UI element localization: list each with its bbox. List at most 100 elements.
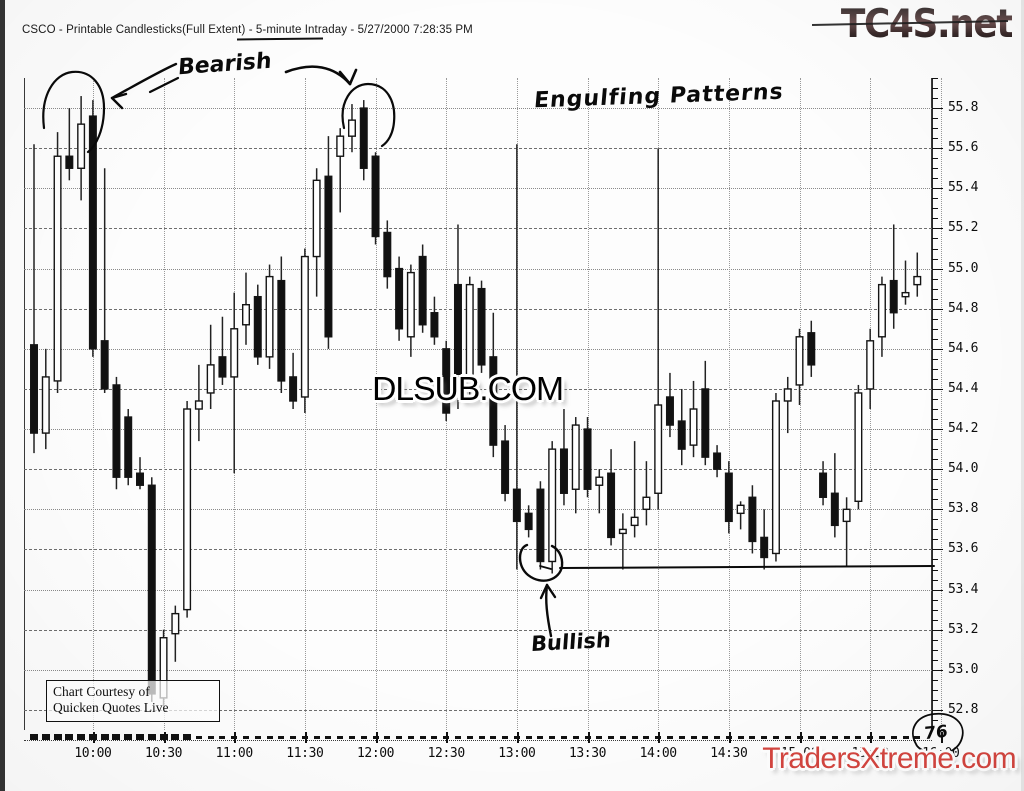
gridline-horizontal <box>24 469 932 471</box>
gridline-vertical <box>375 78 377 730</box>
gridline-horizontal <box>24 509 932 511</box>
y-axis-label: 55.2 <box>948 220 979 236</box>
y-axis-label: 53.6 <box>948 541 979 557</box>
x-axis-tick <box>596 736 603 739</box>
x-axis-label: 14:00 <box>639 746 678 761</box>
candlestick <box>701 360 710 466</box>
candle-body-up <box>736 504 745 515</box>
candle-body-down <box>677 420 686 450</box>
x-axis-tick <box>666 736 673 739</box>
x-axis-tick <box>690 736 697 739</box>
x-axis-tick <box>431 736 438 739</box>
gridline-vertical <box>587 78 589 730</box>
y-axis-minor-tick <box>932 679 938 681</box>
x-axis-tick <box>678 736 685 739</box>
x-axis-tick <box>619 736 626 739</box>
x-axis-tick <box>867 736 874 739</box>
candle-body-down <box>524 512 533 531</box>
candle-body-up <box>866 340 875 390</box>
candle-body-down <box>477 287 486 366</box>
candle-body-up <box>901 291 910 298</box>
y-axis-minor-tick <box>932 449 938 451</box>
x-axis-tick <box>655 736 662 739</box>
y-axis-minor-tick <box>932 88 938 90</box>
candlestick <box>359 100 368 181</box>
x-axis-tick <box>466 736 473 739</box>
candlestick <box>889 224 898 329</box>
x-axis-tick <box>219 736 226 739</box>
x-axis-tick <box>77 734 86 740</box>
candle-body-up <box>654 404 663 494</box>
x-axis-tick <box>407 736 414 739</box>
bearish-annotation-label: Bearish <box>177 48 273 81</box>
candlestick <box>583 417 592 498</box>
y-axis-minor-tick <box>932 459 938 461</box>
x-axis-tick <box>30 734 38 740</box>
candle-body-down <box>442 348 451 414</box>
courtesy-line-1: Chart Courtesy of <box>53 684 150 699</box>
candlestick <box>347 104 356 153</box>
y-axis-label: 55.4 <box>948 180 979 196</box>
y-axis-tick <box>932 469 943 471</box>
tradersxtreme-watermark-text: TradersXtreme.com <box>762 742 1016 775</box>
candlestick <box>866 328 875 410</box>
chart-title: CSCO - Printable Candlesticks(Full Exten… <box>22 24 473 36</box>
y-axis-minor-tick <box>932 639 938 641</box>
candle-body-down <box>30 344 39 434</box>
y-axis-minor-tick <box>932 419 938 421</box>
candle-body-up <box>771 400 780 555</box>
x-axis-tick <box>207 736 214 739</box>
x-axis-tick <box>88 734 97 740</box>
candlestick <box>830 453 839 538</box>
candlestick <box>536 481 545 570</box>
candle-body-up <box>913 275 922 286</box>
candle-body-up <box>336 135 345 157</box>
x-axis-tick <box>902 736 909 739</box>
x-axis-label: 10:30 <box>144 746 183 761</box>
candlestick <box>854 384 863 510</box>
candle-body-up <box>618 528 627 535</box>
candlestick <box>77 96 86 201</box>
y-axis: 52.8 53.0 53.2 53.4 53.6 53.8 54.0 54.2 54.4 54.6… <box>932 78 1024 730</box>
candle-body-down <box>453 283 462 394</box>
candle-body-up <box>265 275 274 358</box>
x-axis-tick <box>147 734 156 740</box>
candle-body-up <box>206 364 215 394</box>
candlestick <box>618 513 627 570</box>
candlestick <box>88 100 97 357</box>
x-axis-tick <box>549 736 556 739</box>
y-axis-minor-tick <box>932 569 938 571</box>
y-axis-minor-tick <box>932 278 938 280</box>
candlestick <box>312 168 321 297</box>
candle-body-up <box>571 424 580 490</box>
candlestick <box>760 509 769 570</box>
candlestick <box>559 409 568 506</box>
candlestick <box>771 392 780 562</box>
candle-body-down <box>147 484 156 695</box>
x-axis-tick <box>254 736 261 739</box>
x-axis-tick <box>502 736 509 739</box>
candle-body-down <box>807 332 816 366</box>
candle-body-down <box>665 396 674 426</box>
y-axis-minor-tick <box>932 98 938 100</box>
candlestick <box>206 324 215 410</box>
x-axis-tick <box>796 736 803 739</box>
x-axis-tick <box>490 736 497 739</box>
candlestick <box>630 441 639 538</box>
x-axis-tick <box>242 736 249 739</box>
candle-body-down <box>371 155 380 238</box>
x-axis-tick <box>914 736 921 739</box>
candlestick <box>41 348 50 450</box>
gridline-horizontal <box>24 108 932 110</box>
candlestick <box>100 168 109 393</box>
candlestick <box>748 485 757 554</box>
candle-body-up <box>465 283 474 390</box>
y-axis-minor-tick <box>932 699 938 701</box>
candlestick <box>842 497 851 566</box>
x-axis-tick <box>454 736 461 739</box>
candle-body-up <box>312 179 321 258</box>
x-axis-tick <box>419 736 426 739</box>
candle-body-up <box>595 476 604 486</box>
x-axis-tick <box>278 736 285 739</box>
y-axis-minor-tick <box>932 579 938 581</box>
